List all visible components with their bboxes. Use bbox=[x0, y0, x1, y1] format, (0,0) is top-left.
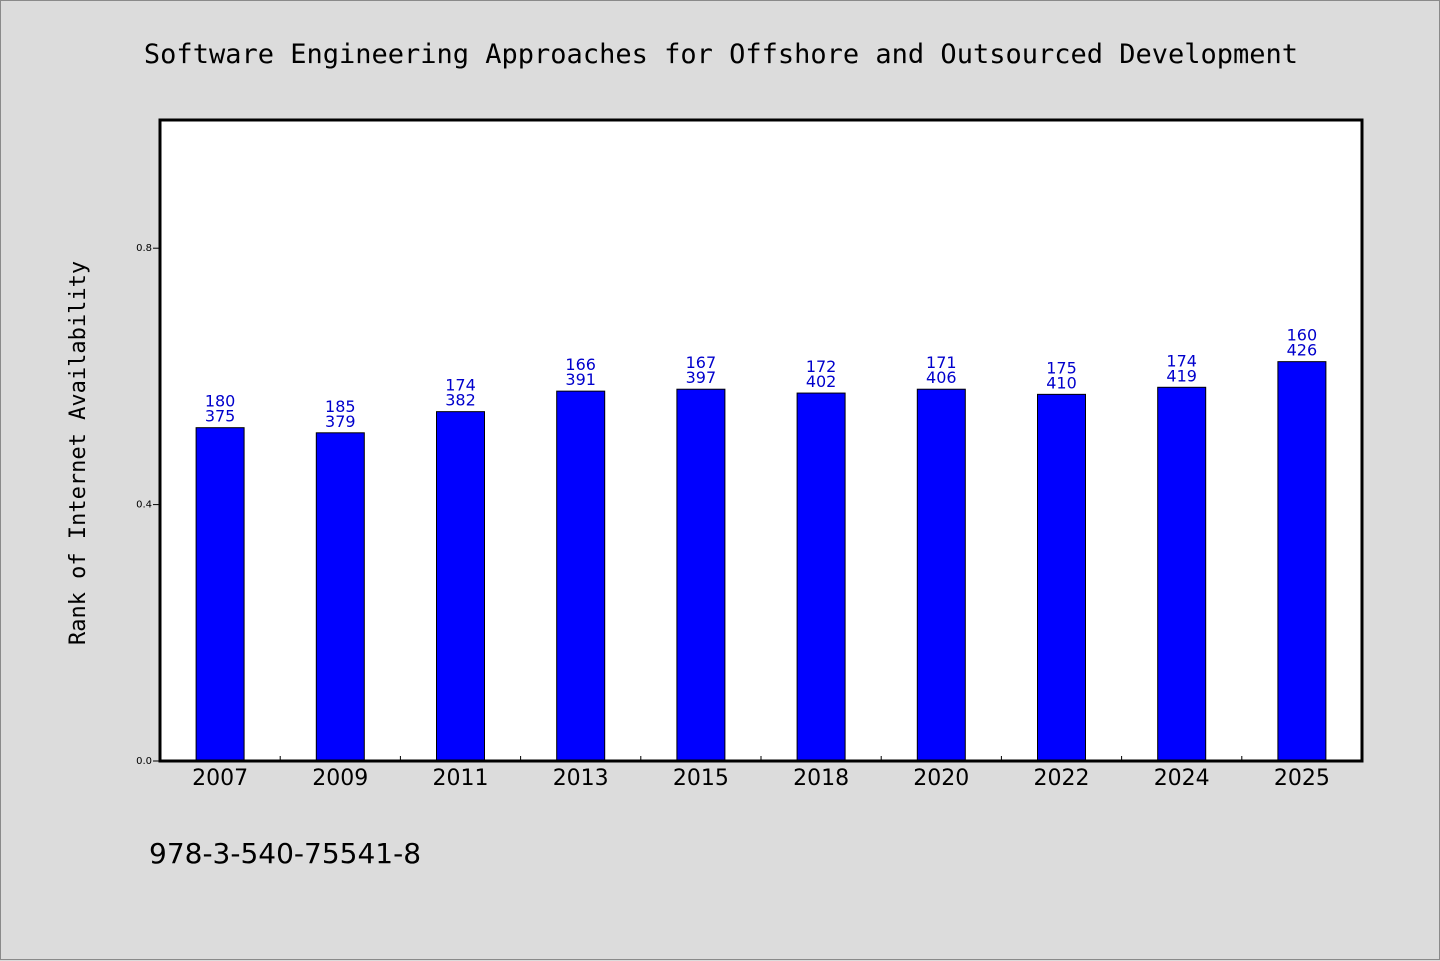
bar-label-top-2024: 174 bbox=[1166, 351, 1197, 370]
y-tick-label: 0.8 bbox=[136, 243, 152, 254]
bar-2009 bbox=[315, 432, 365, 762]
y-tick-label: 0.0 bbox=[136, 756, 152, 767]
bar-label-top-2022: 175 bbox=[1046, 358, 1077, 377]
bar-2024 bbox=[1157, 386, 1207, 762]
bar-label-top-2015: 167 bbox=[686, 353, 717, 372]
bar-label-bottom-2025: 426 bbox=[1287, 341, 1318, 360]
bar-2011 bbox=[436, 411, 485, 762]
x-tick-label-2009: 2009 bbox=[312, 766, 368, 791]
bar-label-bottom-2013: 391 bbox=[565, 370, 596, 389]
bar-label-bottom-2018: 402 bbox=[806, 372, 837, 391]
bar-2018 bbox=[796, 392, 846, 762]
x-tick-label-2020: 2020 bbox=[913, 766, 969, 791]
bar-label-top-2011: 174 bbox=[445, 376, 476, 395]
x-tick-label-2022: 2022 bbox=[1034, 766, 1090, 791]
y-tick-label: 0.4 bbox=[136, 500, 152, 511]
bar-label-bottom-2009: 379 bbox=[325, 412, 356, 431]
bar-2013 bbox=[556, 390, 606, 762]
chart-title: Software Engineering Approaches for Offs… bbox=[144, 39, 1298, 70]
bar-2020 bbox=[916, 388, 966, 762]
bar-label-bottom-2015: 397 bbox=[686, 368, 717, 387]
plot-frame bbox=[158, 118, 1364, 763]
x-tick-label-2025: 2025 bbox=[1274, 766, 1330, 791]
y-axis-label: Rank of Internet Availability bbox=[66, 261, 91, 645]
bar-label-bottom-2022: 410 bbox=[1046, 373, 1077, 392]
bar-2007 bbox=[195, 427, 245, 762]
bar-label-bottom-2011: 382 bbox=[445, 391, 476, 410]
bar-2022 bbox=[1037, 393, 1086, 762]
bar-label-top-2009: 185 bbox=[325, 397, 356, 416]
bar-2015 bbox=[676, 388, 726, 762]
bar-label-top-2025: 160 bbox=[1287, 326, 1318, 345]
bar-label-top-2007: 180 bbox=[205, 392, 236, 411]
bar-2025 bbox=[1277, 361, 1327, 762]
x-tick-label-2015: 2015 bbox=[673, 766, 729, 791]
x-tick-label-2018: 2018 bbox=[793, 766, 849, 791]
bar-label-top-2020: 171 bbox=[926, 353, 957, 372]
x-tick-label-2024: 2024 bbox=[1154, 766, 1210, 791]
x-tick-label-2007: 2007 bbox=[192, 766, 248, 791]
x-tick-label-2013: 2013 bbox=[553, 766, 609, 791]
bar-label-bottom-2024: 419 bbox=[1166, 366, 1197, 385]
bar-label-top-2018: 172 bbox=[806, 357, 837, 376]
x-tick-label-2011: 2011 bbox=[433, 766, 489, 791]
bar-label-bottom-2020: 406 bbox=[926, 368, 957, 387]
bar-label-top-2013: 166 bbox=[565, 355, 596, 374]
isbn-footer: 978-3-540-75541-8 bbox=[149, 837, 421, 870]
bar-label-bottom-2007: 375 bbox=[205, 407, 236, 426]
